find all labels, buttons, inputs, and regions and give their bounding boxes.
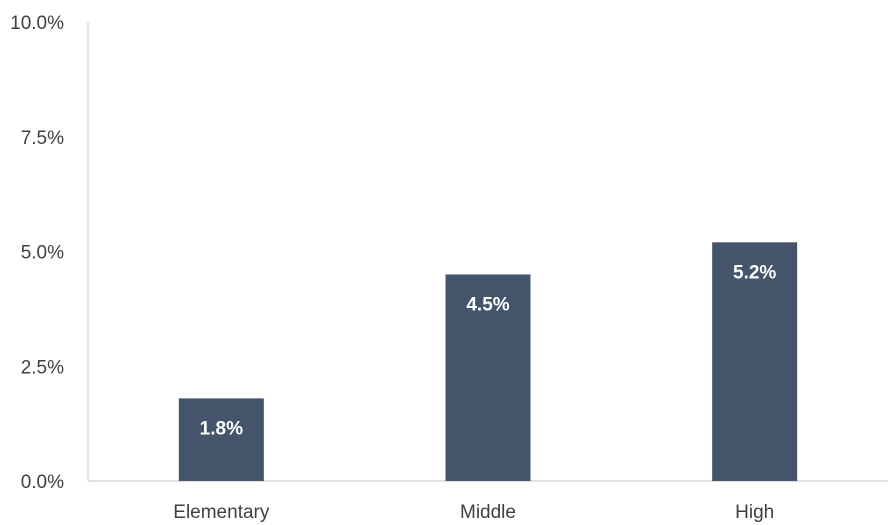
category-labels: Elementary Middle High (173, 502, 774, 523)
bar (712, 242, 798, 481)
y-tick-labels: 0.0% 2.5% 5.0% 7.5% 10.0% (10, 13, 64, 493)
data-label: 1.8% (200, 418, 243, 439)
y-tick-label: 5.0% (21, 243, 64, 264)
category-label: Middle (460, 502, 516, 523)
bars (178, 242, 798, 481)
category-label: Elementary (173, 502, 270, 523)
category-label: High (735, 502, 774, 523)
bar (445, 274, 531, 481)
y-tick-label: 7.5% (21, 128, 64, 149)
data-label: 5.2% (733, 262, 776, 283)
bar (178, 398, 264, 481)
data-label: 4.5% (466, 294, 509, 315)
y-tick-label: 0.0% (21, 472, 64, 493)
y-tick-label: 2.5% (21, 357, 64, 378)
y-tick-label: 10.0% (10, 13, 64, 34)
data-labels: 1.8% 4.5% 5.2% (200, 262, 777, 439)
